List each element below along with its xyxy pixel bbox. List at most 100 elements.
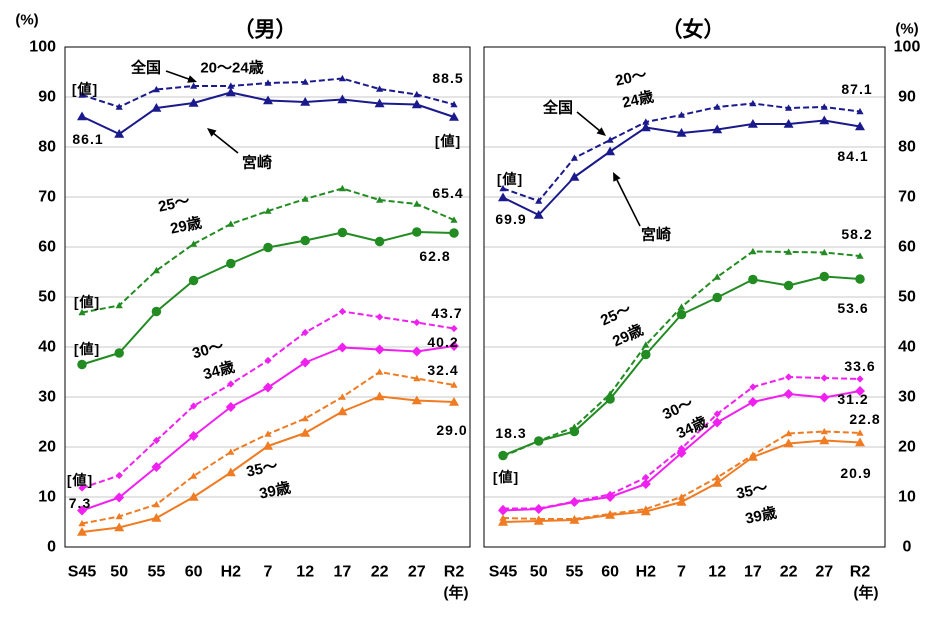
- region-label-miyazaki-male: 宮崎: [242, 154, 272, 172]
- data-point-male-miyazaki-35-39: [151, 513, 162, 522]
- data-point-male-national-35-39: [376, 368, 384, 375]
- data-label: [値]: [497, 171, 523, 187]
- data-point-male-miyazaki-35-39: [374, 391, 385, 401]
- data-label: 69.9: [495, 211, 526, 227]
- data-point-male-national-30-34: [376, 313, 384, 321]
- arrow-national-male: [165, 70, 197, 83]
- data-point-female-national-20-24: [677, 111, 686, 118]
- x-axis-unit-male: (年): [444, 584, 469, 602]
- y-tick-label: 60: [38, 239, 56, 256]
- data-point-female-miyazaki-35-39: [498, 517, 508, 526]
- age-label-25-29-line1-female: 25～: [598, 301, 634, 330]
- data-point-female-miyazaki-35-39: [676, 497, 687, 506]
- data-label: [値]: [72, 81, 98, 97]
- data-label: 22.8: [849, 411, 880, 427]
- age-label-35-39-line2-female: 39歳: [744, 503, 779, 527]
- y-tick-label: 80: [898, 139, 916, 156]
- data-point-male-national-30-34: [190, 402, 198, 410]
- data-point-male-national-25-29: [413, 200, 421, 207]
- data-point-female-national-25-29: [820, 248, 828, 256]
- data-point-female-miyazaki-35-39: [747, 452, 758, 461]
- data-point-male-national-20-24: [115, 103, 123, 110]
- x-axis-unit-female: (年): [854, 584, 879, 602]
- data-point-female-national-35-39: [856, 429, 864, 436]
- data-point-female-miyazaki-30-34: [533, 504, 544, 514]
- data-point-male-miyazaki-30-34: [449, 341, 459, 351]
- data-point-male-miyazaki-20-24: [225, 87, 236, 97]
- y-tick-label: 0: [47, 539, 56, 556]
- data-label: [値]: [493, 469, 519, 485]
- x-tick-label: S45: [68, 564, 97, 581]
- plot-series-male: [77, 74, 459, 536]
- data-point-male-miyazaki-25-29: [337, 227, 348, 238]
- data-point-male-national-30-34: [338, 307, 346, 316]
- data-label: [値]: [74, 294, 100, 310]
- data-point-male-national-35-39: [338, 393, 346, 400]
- data-point-male-national-20-24: [301, 78, 309, 85]
- data-point-female-miyazaki-25-29: [533, 436, 544, 446]
- y-axis-unit-female: (%): [895, 21, 918, 38]
- data-point-male-miyazaki-25-29: [188, 275, 199, 286]
- data-point-male-national-35-39: [413, 374, 421, 382]
- data-point-male-national-20-24: [264, 79, 272, 86]
- data-point-male-miyazaki-30-34: [337, 342, 348, 353]
- data-point-male-national-20-24: [190, 82, 198, 89]
- data-point-male-miyazaki-35-39: [411, 395, 422, 405]
- y-tick-label: 80: [38, 139, 56, 156]
- data-point-male-miyazaki-30-34: [374, 344, 385, 355]
- age-label-35-39-line1-male: 35～: [245, 457, 280, 480]
- data-point-male-miyazaki-30-34: [300, 357, 311, 368]
- data-point-male-miyazaki-30-34: [114, 492, 125, 503]
- data-point-male-miyazaki-20-24: [337, 94, 348, 104]
- data-point-male-national-35-39: [450, 381, 458, 388]
- data-label: 58.2: [841, 226, 872, 242]
- y-axis-unit-male: (%): [15, 12, 38, 29]
- data-point-female-national-30-34: [749, 383, 757, 391]
- data-point-female-miyazaki-30-34: [569, 497, 580, 507]
- data-point-female-miyazaki-20-24: [533, 210, 544, 219]
- data-point-female-miyazaki-20-24: [855, 121, 865, 131]
- data-point-male-national-35-39: [301, 414, 309, 422]
- arrow-miyazaki-male: [207, 128, 239, 154]
- data-point-female-miyazaki-35-39: [640, 506, 651, 516]
- data-point-female-miyazaki-20-24: [747, 119, 758, 128]
- age-label-20-24-male: 20～24歳: [200, 59, 263, 77]
- data-point-male-national-25-29: [301, 195, 309, 202]
- data-point-female-national-35-39: [677, 493, 686, 500]
- data-point-male-national-25-29: [190, 240, 198, 247]
- data-point-female-national-20-24: [713, 103, 721, 110]
- data-point-male-miyazaki-35-39: [225, 467, 236, 477]
- age-label-30-34-line2-male: 34歳: [201, 358, 236, 384]
- y-tick-label: 50: [898, 289, 916, 306]
- data-label: 29.0: [436, 422, 467, 438]
- data-point-female-national-30-34: [785, 373, 793, 381]
- x-tick-label: R2: [444, 564, 465, 581]
- data-point-female-miyazaki-35-39: [605, 510, 616, 519]
- data-point-male-miyazaki-20-24: [188, 98, 199, 107]
- data-point-female-national-30-34: [820, 374, 828, 382]
- x-tick-label: 12: [708, 564, 726, 581]
- data-point-male-miyazaki-20-24: [114, 129, 125, 138]
- data-point-male-miyazaki-25-29: [412, 227, 422, 237]
- data-point-female-miyazaki-20-24: [640, 122, 651, 132]
- data-point-male-miyazaki-20-24: [151, 103, 162, 112]
- x-tick-label: 12: [296, 564, 314, 581]
- data-point-female-miyazaki-35-39: [569, 515, 580, 524]
- x-tick-label: 22: [780, 564, 798, 581]
- data-point-male-national-25-29: [78, 308, 86, 316]
- data-label: 31.2: [837, 391, 868, 407]
- y-tick-label: 20: [38, 439, 56, 456]
- x-tick-label: 50: [110, 564, 128, 581]
- data-point-female-national-20-24: [749, 99, 757, 107]
- age-label-35-39-line2-male: 39歳: [258, 478, 293, 502]
- data-point-male-national-20-24: [152, 85, 160, 93]
- data-point-male-miyazaki-35-39: [449, 397, 459, 406]
- data-point-male-miyazaki-25-29: [449, 228, 459, 238]
- data-point-female-miyazaki-35-39: [855, 437, 865, 447]
- data-point-female-miyazaki-35-39: [712, 478, 723, 487]
- age-label-20-24-line2-female: 24歳: [621, 87, 656, 111]
- x-tick-label: 22: [371, 564, 389, 581]
- data-label: 33.6: [844, 358, 875, 374]
- x-tick-label: 55: [148, 564, 166, 581]
- data-point-female-miyazaki-20-24: [783, 119, 794, 128]
